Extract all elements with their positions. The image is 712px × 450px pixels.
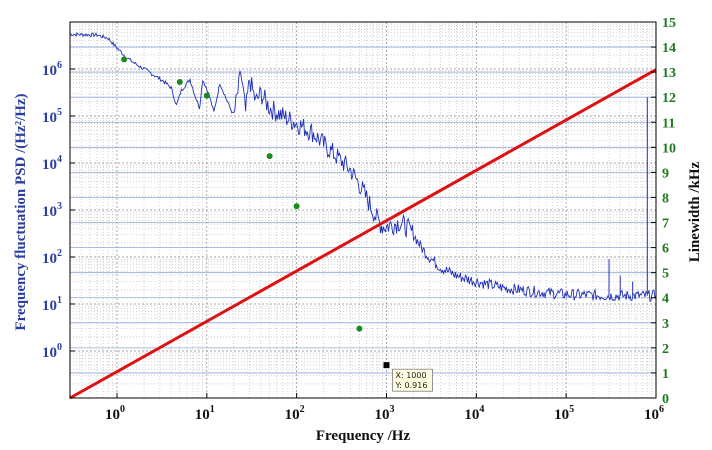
y-right-tick-label: 8	[662, 191, 669, 206]
y-right-tick-label: 4	[662, 292, 669, 307]
y-right-tick-label: 1	[662, 367, 669, 382]
y-right-tick-label: 3	[662, 317, 669, 332]
series-layer	[69, 32, 657, 400]
datatip-box	[392, 368, 433, 392]
y-right-tick-label: 9	[662, 166, 669, 181]
y-right-tick-label: 12	[662, 91, 676, 106]
psd-series-line	[69, 32, 657, 303]
x-tick-label: 105	[554, 404, 574, 423]
datatip-marker	[383, 362, 390, 369]
y-left-tick-label: 105	[42, 107, 62, 126]
y-left-tick-label: 104	[42, 154, 62, 173]
linewidth-marker	[356, 325, 363, 332]
y-right-tick-label: 6	[662, 242, 669, 257]
linewidth-series-line	[69, 68, 657, 400]
linewidth-marker	[121, 56, 128, 63]
y-right-tick-label: 11	[662, 116, 675, 131]
x-axis-title: Frequency /Hz	[316, 428, 411, 444]
ticks-layer: 100 101 102 103 104 105 1061001011021031041051…	[42, 16, 676, 423]
x-tick-label: 104	[464, 404, 484, 423]
y-right-tick-label: 14	[662, 41, 676, 56]
y-right-tick-label: 15	[662, 16, 676, 31]
linewidth-marker	[203, 92, 210, 99]
x-tick-label: 103	[374, 404, 394, 423]
y-right-tick-label: 0	[662, 392, 669, 407]
y-left-tick-label: 100	[42, 342, 62, 361]
y-axis-left-title: Frequency fluctuation PSD /(Hz²/Hz)	[13, 93, 29, 330]
y-right-tick-label: 2	[662, 342, 669, 357]
y-left-tick-label: 102	[42, 248, 62, 267]
grid	[69, 22, 656, 398]
x-tick-label: 102	[285, 404, 305, 423]
linewidth-marker	[266, 153, 273, 160]
x-tick-label: 100	[105, 404, 125, 423]
datatip-x-label: X: 1000	[395, 371, 426, 380]
y-right-tick-label: 5	[662, 267, 669, 282]
datatip-y-label: Y: 0.916	[394, 381, 427, 390]
y-left-tick-label: 103	[42, 201, 62, 220]
y-right-tick-label: 10	[662, 141, 676, 156]
y-right-tick-label: 13	[662, 66, 676, 81]
y-right-tick-label: 7	[662, 217, 669, 232]
linewidth-marker	[176, 78, 183, 85]
x-tick-label: 101	[195, 404, 215, 423]
x-tick-label: 106	[644, 404, 664, 423]
linewidth-marker	[293, 203, 300, 210]
y-left-tick-label: 106	[42, 60, 62, 79]
y-axis-right-title: Linewidth /kHz	[687, 161, 703, 262]
y-left-tick-label: 101	[42, 295, 62, 314]
